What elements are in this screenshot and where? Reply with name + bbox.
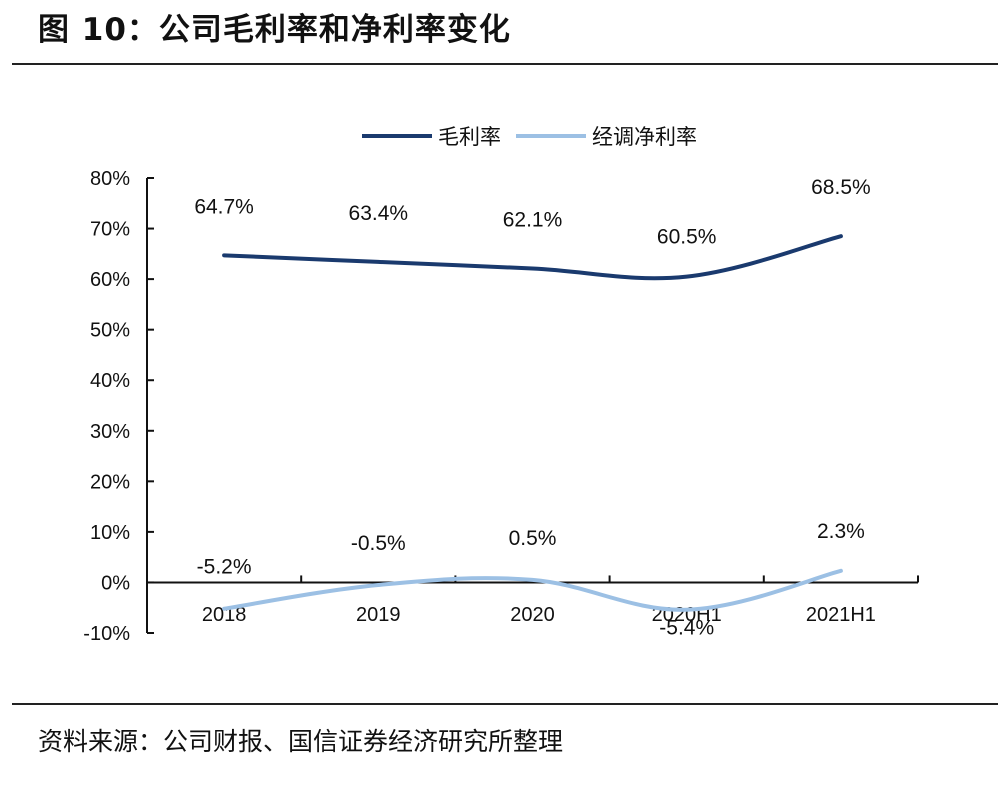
- x-tick-label: 2019: [356, 604, 401, 626]
- data-label: -5.2%: [197, 556, 252, 579]
- y-tick-label: 60%: [90, 269, 130, 291]
- y-tick-label: 10%: [90, 522, 130, 544]
- y-tick-label: 40%: [90, 370, 130, 392]
- data-label: 2.3%: [817, 520, 865, 543]
- legend-label: 经调净利率: [592, 126, 697, 149]
- legend-label: 毛利率: [438, 126, 501, 149]
- x-tick-label: 2021H1: [806, 604, 876, 626]
- figure-title: 图 10：公司毛利率和净利率变化: [38, 12, 511, 48]
- source-note: 资料来源：公司财报、国信证券经济研究所整理: [38, 727, 564, 756]
- chart-legend: 毛利率 经调净利率: [362, 126, 697, 149]
- y-tick-label: -10%: [83, 623, 130, 645]
- title-rule: [12, 63, 998, 65]
- bottom-rule: [12, 703, 998, 705]
- x-tick-label: 2020: [510, 604, 555, 626]
- y-tick-label: 20%: [90, 471, 130, 493]
- y-tick-label: 80%: [90, 168, 130, 190]
- data-label: 63.4%: [349, 202, 409, 225]
- y-axis: 80% 70% 60% 50% 40% 30% 20% 10% 0% -10%: [83, 168, 154, 645]
- data-label: 64.7%: [194, 195, 254, 218]
- y-tick-label: 0%: [101, 572, 130, 594]
- series-line-adjusted-net-margin: [222, 568, 843, 612]
- y-tick-label: 70%: [90, 219, 130, 241]
- series-layer: [222, 234, 843, 612]
- data-label: 60.5%: [657, 226, 717, 249]
- series-line-gross-margin: [222, 234, 843, 281]
- data-label: -0.5%: [351, 532, 406, 555]
- y-tick-label: 30%: [90, 421, 130, 443]
- data-label: 68.5%: [811, 176, 871, 199]
- data-label: 62.1%: [503, 208, 563, 231]
- x-tick-label: 2018: [202, 604, 247, 626]
- data-label-layer: 64.7% 63.4% 62.1% 60.5% 68.5% -5.2% -0.5% 0.5% -…: [194, 176, 870, 640]
- data-label: -5.4%: [659, 617, 714, 640]
- data-label: 0.5%: [509, 527, 557, 550]
- y-tick-label: 50%: [90, 320, 130, 342]
